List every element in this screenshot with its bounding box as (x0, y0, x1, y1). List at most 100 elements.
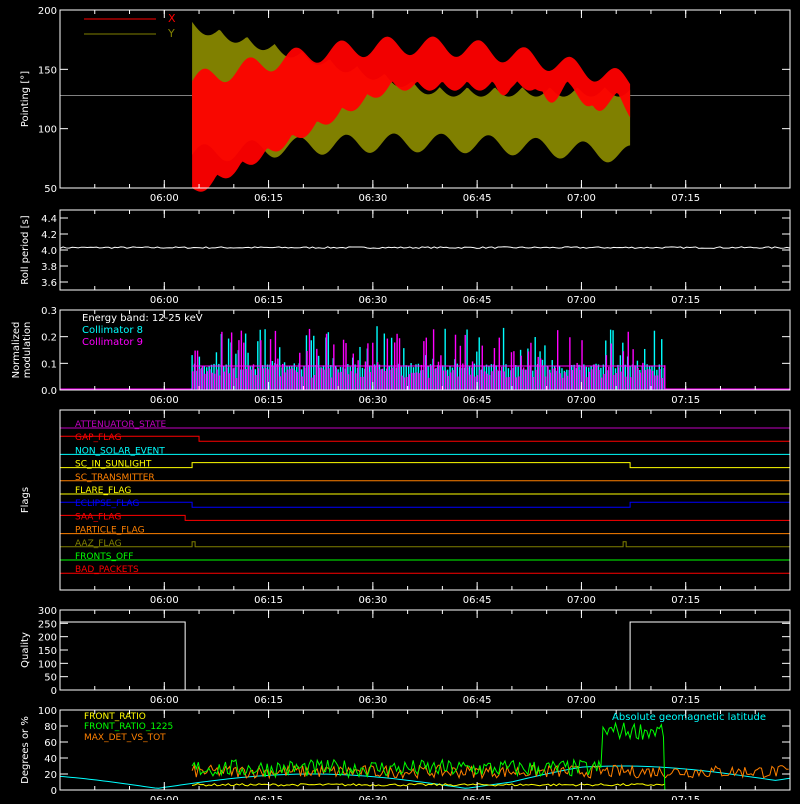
flag-line-sc_in_sunlight (60, 462, 790, 469)
y-axis-label-4: Quality (20, 632, 31, 668)
time-tick-label: 06:15 (254, 695, 283, 706)
flag-label-attenuator_state: ATTENUATOR_STATE (75, 420, 167, 430)
y-axis-label-0: Pointing [°] (20, 71, 31, 127)
time-tick-label: 06:30 (358, 295, 387, 306)
modulation-annotation-c9: Collimator 9 (82, 337, 143, 348)
time-tick-label: 07:15 (671, 193, 700, 204)
y-axis-label-2: Normalizedmodulation (11, 322, 33, 379)
y-tick-label: 100 (38, 125, 57, 136)
y-tick-label: 0.2 (41, 333, 57, 344)
y-tick-label: 80 (44, 722, 57, 733)
legend-front-ratio-1225: FRONT_RATIO_1225 (84, 722, 173, 732)
y-tick-label: 150 (38, 646, 57, 657)
time-tick-label: 06:15 (254, 395, 283, 406)
time-tick-label: 06:45 (463, 193, 492, 204)
panel-frame-0 (59, 9, 791, 189)
series-x-envelope (192, 36, 631, 192)
time-tick-label: 06:00 (150, 295, 179, 306)
flag-label-saa_flag: SAA_FLAG (75, 512, 121, 522)
panel-frame-5 (59, 709, 791, 791)
y-axis-label-1: Roll period [s] (20, 215, 31, 284)
modulation-annotation-c8: Collimator 8 (82, 325, 143, 336)
time-tick-label: 06:15 (254, 295, 283, 306)
legend-label-x: X (168, 12, 176, 25)
y-tick-label: 20 (44, 770, 57, 781)
time-tick-label: 07:00 (567, 395, 596, 406)
time-tick-label: 07:00 (567, 193, 596, 204)
flag-label-gap_flag: GAP_FLAG (75, 433, 121, 443)
front-ratio-1225-line (191, 721, 666, 791)
front-ratio-line (191, 783, 666, 787)
time-tick-label: 06:30 (358, 595, 387, 606)
y-tick-label: 60 (44, 738, 57, 749)
time-tick-label: 06:30 (358, 695, 387, 706)
panel-frame-2 (59, 309, 791, 391)
time-tick-label: 06:15 (254, 193, 283, 204)
time-tick-label: 07:00 (567, 795, 596, 800)
time-tick-label: 06:00 (150, 695, 179, 706)
y-tick-label: 200 (38, 6, 57, 17)
flag-label-bad_packets: BAD_PACKETS (75, 565, 139, 575)
time-tick-label: 07:15 (671, 395, 700, 406)
latitude-annotation: Absolute geomagnetic latitude (612, 712, 766, 723)
time-tick-label: 06:45 (463, 695, 492, 706)
flag-label-non_solar_event: NON_SOLAR_EVENT (75, 446, 165, 456)
time-tick-label: 07:15 (671, 595, 700, 606)
y-tick-label: 0 (51, 786, 57, 797)
max-det-line (191, 763, 789, 780)
flag-label-fronts_off: FRONTS_OFF (75, 552, 133, 562)
latitude-line (59, 765, 791, 789)
y-tick-label: 0.0 (41, 386, 57, 397)
y-tick-label: 4.2 (41, 230, 57, 241)
time-tick-label: 06:00 (150, 595, 179, 606)
y-tick-label: 100 (38, 659, 57, 670)
flag-label-sc_in_sunlight: SC_IN_SUNLIGHT (75, 460, 152, 470)
y-axis-label-3: Flags (20, 487, 31, 513)
y-tick-label: 150 (38, 65, 57, 76)
y-tick-label: 0.3 (41, 306, 57, 317)
y-tick-label: 4.0 (41, 246, 57, 257)
time-tick-label: 06:30 (358, 395, 387, 406)
flag-line-gap_flag (60, 435, 790, 442)
time-tick-label: 06:45 (463, 595, 492, 606)
y-tick-label: 50 (44, 673, 57, 684)
roll-period-line (59, 246, 791, 249)
y-tick-label: 250 (38, 619, 57, 630)
time-tick-label: 06:00 (150, 193, 179, 204)
time-tick-label: 06:30 (358, 795, 387, 800)
flag-line-saa_flag (60, 514, 790, 521)
y-tick-label: 3.8 (41, 262, 57, 273)
time-tick-label: 06:00 (150, 795, 179, 800)
y-tick-label: 3.6 (41, 278, 57, 289)
flag-label-eclipse_flag: ECLIPSE_FLAG (75, 499, 139, 509)
y-tick-label: 50 (44, 184, 57, 195)
time-tick-label: 07:15 (671, 795, 700, 800)
y-tick-label: 40 (44, 754, 57, 765)
time-tick-label: 06:30 (358, 193, 387, 204)
time-tick-label: 07:00 (567, 595, 596, 606)
y-tick-label: 200 (38, 633, 57, 644)
time-tick-label: 07:15 (671, 295, 700, 306)
flag-label-aaz_flag: AAZ_FLAG (75, 539, 122, 549)
time-tick-label: 06:45 (463, 395, 492, 406)
y-tick-label: 0.1 (41, 359, 57, 370)
y-tick-label: 300 (38, 606, 57, 617)
y-axis-label-5: Degrees or % (20, 716, 31, 784)
time-tick-label: 07:00 (567, 295, 596, 306)
panel-frame-3 (59, 409, 791, 591)
y-tick-label: 4.4 (41, 214, 57, 225)
legend-front-ratio: FRONT_RATIO (84, 712, 146, 722)
legend-max-det: MAX_DET_VS_TOT (84, 733, 166, 743)
flag-label-sc_transmitter: SC_TRANSMITTER (75, 473, 155, 483)
y-tick-label: 0 (51, 686, 57, 697)
time-tick-label: 06:15 (254, 795, 283, 800)
legend-label-y: Y (167, 27, 175, 40)
time-tick-label: 06:45 (463, 795, 492, 800)
time-tick-label: 07:15 (671, 695, 700, 706)
time-tick-label: 06:00 (150, 395, 179, 406)
flag-line-eclipse_flag (60, 501, 790, 508)
flag-label-particle_flag: PARTICLE_FLAG (75, 526, 145, 536)
modulation-annotation-energy: Energy band: 12-25 keV (82, 313, 203, 324)
flag-label-flare_flag: FLARE_FLAG (75, 486, 131, 496)
